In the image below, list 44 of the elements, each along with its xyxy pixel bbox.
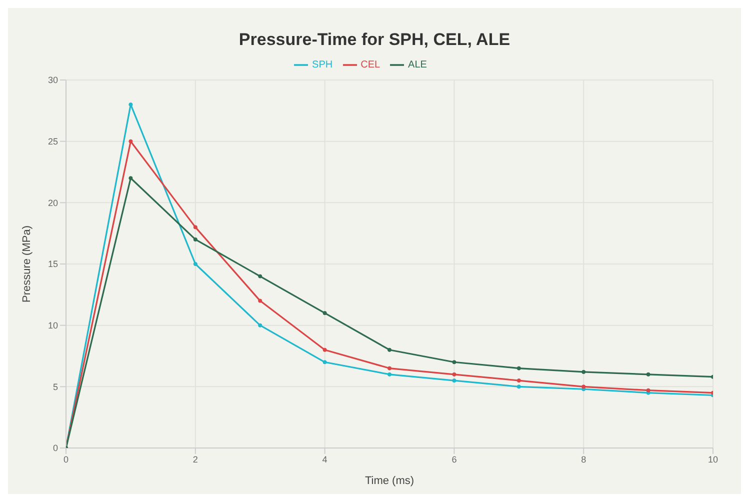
point [452,372,456,376]
point [258,298,262,303]
point [516,378,521,383]
x-tick-label: 2 [192,454,198,464]
point [387,372,392,376]
point [582,370,586,374]
y-tick-label: 15 [48,259,58,270]
point [322,348,327,352]
y-tick-label: 5 [52,382,58,392]
point [193,262,198,266]
y-tick-label: 10 [48,320,58,331]
x-axis-title: Time (ms) [364,475,414,487]
y-tick-label: 0 [52,443,58,454]
point [516,384,521,389]
point [193,225,198,230]
x-tick-label: 0 [63,454,69,464]
point [258,323,262,328]
x-tick-label: 6 [452,454,457,464]
point [646,372,650,376]
y-axis-title: Pressure (MPa) [20,225,33,303]
legend-label: CEL [360,60,380,71]
x-tick-label: 10 [708,454,718,464]
point [387,366,392,370]
point [387,348,392,352]
x-tick-label: 8 [581,454,586,464]
chart-title: Pressure-Time for SPH, CEL, ALE [238,29,512,51]
point [258,274,262,278]
point [128,139,133,144]
point [582,384,586,389]
point [128,176,133,180]
point [516,366,521,370]
point [322,360,327,364]
point [452,378,456,383]
y-tick-label: 25 [48,136,58,147]
point [452,360,456,364]
legend-label: SPH [312,60,333,71]
y-tick-label: 30 [48,75,58,86]
y-tick-label: 20 [48,198,58,208]
point [322,311,327,316]
point [193,237,198,242]
point [128,102,133,107]
point [646,388,650,392]
legend-label: ALE [408,60,427,71]
x-tick-label: 4 [322,454,328,464]
